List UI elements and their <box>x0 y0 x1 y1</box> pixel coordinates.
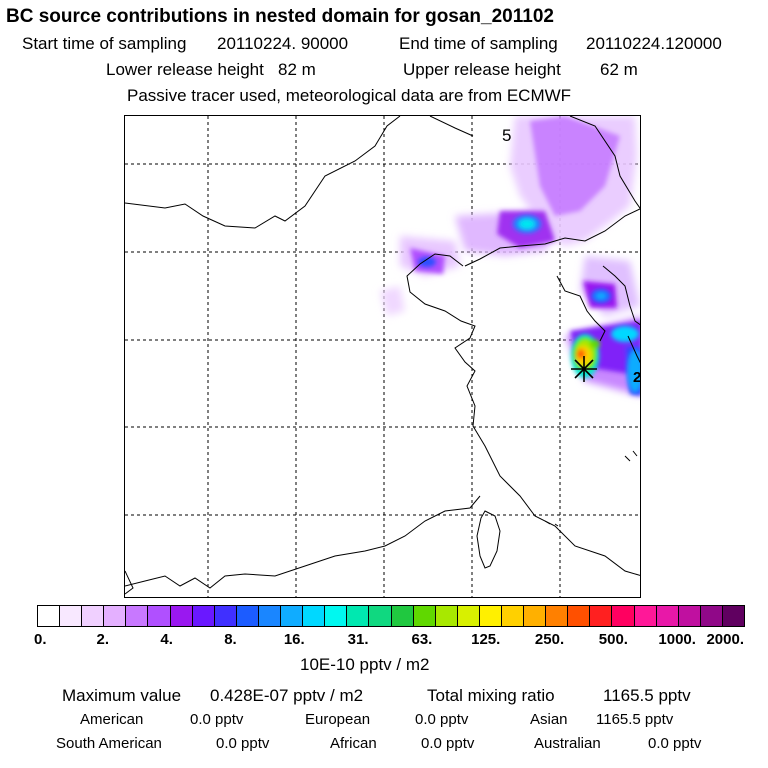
colorbar-swatch <box>568 606 591 626</box>
colorbar-swatch <box>590 606 613 626</box>
colorbar-swatch <box>281 606 304 626</box>
region-value: 0.0 pptv <box>190 711 244 728</box>
colorbar-swatch <box>303 606 326 626</box>
total-mixing-label: Total mixing ratio <box>427 686 555 705</box>
colorbar-swatch <box>524 606 547 626</box>
region-value: 0.0 pptv <box>648 735 702 752</box>
colorbar-tick-label: 0. <box>33 631 47 648</box>
plot-title: BC source contributions in nested domain… <box>6 6 554 27</box>
colorbar-swatch <box>435 606 458 626</box>
colorbar-swatch <box>148 606 171 626</box>
end-time-value: 20110224.120000 <box>586 34 722 53</box>
colorbar-swatch <box>126 606 149 626</box>
map-canvas: 5 2 <box>125 116 641 597</box>
map-panel: 5 2 <box>124 115 641 598</box>
colorbar-swatch <box>722 606 744 626</box>
edge-label: 2 <box>633 369 641 386</box>
region-value: 1165.5 pptv <box>596 711 674 728</box>
region-name: Asian <box>530 711 568 728</box>
colorbar <box>37 605 745 627</box>
colorbar-swatch <box>413 606 436 626</box>
upper-release-label: Upper release height <box>403 60 561 79</box>
lower-release-value: 82 m <box>278 60 316 79</box>
region-name: Australian <box>534 735 601 752</box>
colorbar-tick-label: 250. <box>534 631 565 648</box>
start-time-value: 20110224. 90000 <box>217 34 349 53</box>
colorbar-swatch <box>546 606 569 626</box>
colorbar-tick-label: 2000. <box>706 631 745 648</box>
corner-label: 5 <box>502 126 511 145</box>
colorbar-swatch <box>700 606 723 626</box>
colorbar-tick-label: 125. <box>471 631 501 648</box>
colorbar-swatch <box>236 606 259 626</box>
region-name: South American <box>56 735 162 752</box>
colorbar-swatch <box>369 606 392 626</box>
colorbar-tick-label: 4. <box>160 631 173 648</box>
region-name: American <box>80 711 144 728</box>
colorbar-swatch <box>38 606 61 626</box>
colorbar-swatch <box>612 606 635 626</box>
colorbar-tick-label: 31. <box>347 631 369 648</box>
max-value: 0.428E-07 pptv / m2 <box>210 686 364 705</box>
lower-release-label: Lower release height <box>106 60 264 79</box>
end-time-label: End time of sampling <box>399 34 558 53</box>
colorbar-swatch <box>656 606 679 626</box>
colorbar-swatch <box>457 606 480 626</box>
colorbar-tick-label: 16. <box>283 631 305 648</box>
colorbar-swatch <box>325 606 348 626</box>
receptor-star-icon <box>571 356 597 382</box>
colorbar-swatch <box>501 606 525 626</box>
colorbar-swatch <box>347 606 370 626</box>
colorbar-tick-label: 8. <box>224 631 237 648</box>
colorbar-tick-label: 500. <box>598 631 628 648</box>
colorbar-swatch <box>678 606 701 626</box>
colorbar-swatch <box>104 606 127 626</box>
colorbar-swatch <box>258 606 282 626</box>
colorbar-tick-label: 63. <box>411 631 433 648</box>
total-mixing-value: 1165.5 pptv <box>603 686 691 705</box>
colorbar-swatch <box>82 606 105 626</box>
colorbar-units: 10E-10 pptv / m2 <box>300 655 430 674</box>
max-value-label: Maximum value <box>62 686 182 705</box>
region-name: European <box>305 711 371 728</box>
region-value: 0.0 pptv <box>415 711 469 728</box>
colorbar-swatch <box>60 606 83 626</box>
start-time-label: Start time of sampling <box>22 34 187 53</box>
tracer-note: Passive tracer used, meteorological data… <box>127 86 572 105</box>
colorbar-swatch <box>170 606 193 626</box>
region-value: 0.0 pptv <box>216 735 270 752</box>
region-name: African <box>330 735 377 752</box>
region-value: 0.0 pptv <box>421 735 475 752</box>
colorbar-swatch <box>634 606 657 626</box>
coastlines <box>125 116 640 595</box>
upper-release-value: 62 m <box>600 60 638 79</box>
colorbar-swatch <box>192 606 215 626</box>
colorbar-tick-label: 2. <box>96 631 110 648</box>
colorbar-swatch <box>391 606 414 626</box>
colorbar-swatch <box>479 606 502 626</box>
colorbar-swatch <box>214 606 237 626</box>
colorbar-tick-label: 1000. <box>658 631 696 648</box>
